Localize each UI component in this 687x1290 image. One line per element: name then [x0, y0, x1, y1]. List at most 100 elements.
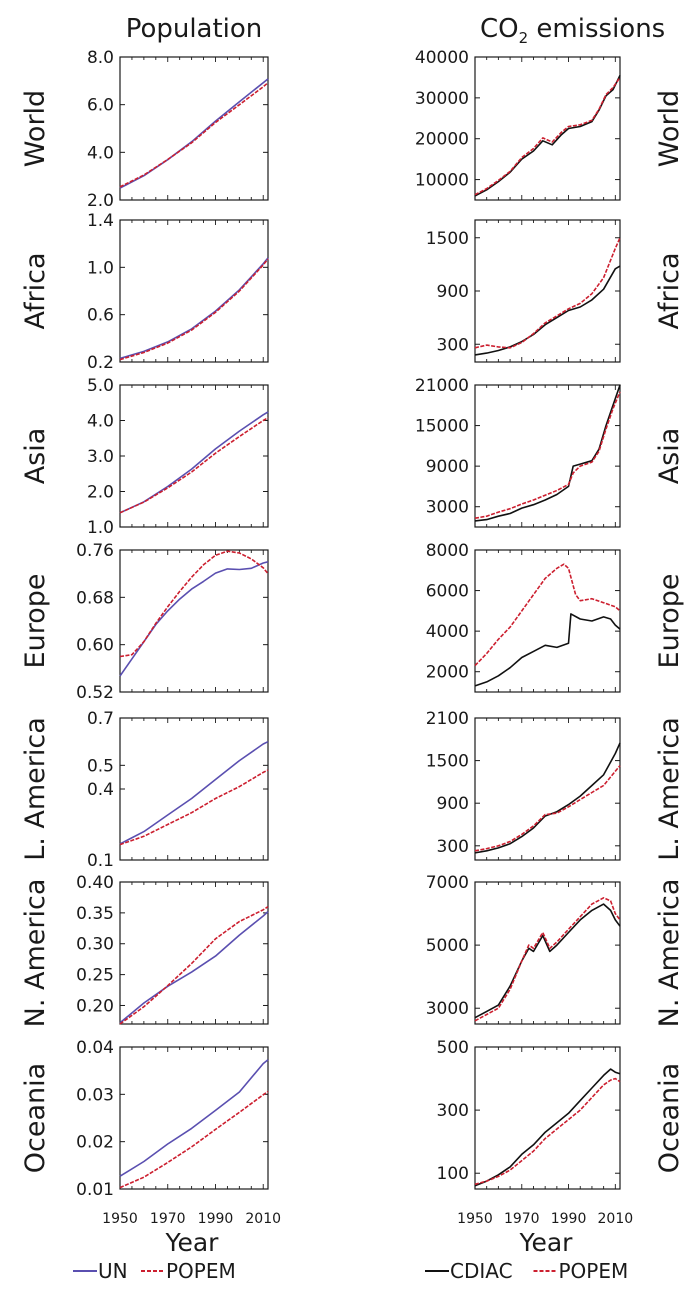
panel-africa-population: 0.2 0.6 1.0 1.4 Africa [20, 211, 269, 373]
y-tick-label: 1.0 [87, 518, 114, 538]
region-label-left: Africa [20, 252, 51, 329]
y-tick-label: 1.4 [87, 211, 114, 231]
panel-n-america-co2: 3000 5000 7000 N. America [426, 873, 685, 1027]
region-label-right: N. America [654, 879, 685, 1028]
series-line-popem [474, 563, 621, 667]
region-label-right: Oceania [654, 1063, 685, 1173]
y-tick-label: 0.01 [76, 1180, 114, 1200]
series-line-cdiac [474, 1068, 621, 1187]
y-tick-label: 0.35 [76, 904, 114, 924]
panel-frame [119, 56, 269, 201]
y-tick-label: 0.2 [87, 353, 114, 373]
y-tick-label: 1500 [426, 752, 469, 772]
panel-europe-population: 0.52 0.60 0.68 0.76 Europe [20, 541, 269, 703]
y-tick-label: 0.25 [76, 966, 114, 986]
y-tick-label: 15000 [415, 417, 469, 437]
y-tick-label: 7000 [426, 873, 469, 893]
y-tick-label: 4000 [426, 622, 469, 642]
x-tick-label: 2010 [245, 1211, 281, 1227]
y-tick-label: 0.20 [76, 996, 114, 1016]
y-tick-label: 3000 [426, 999, 469, 1019]
series-line-cdiac [474, 384, 621, 522]
panel-frame [119, 219, 269, 363]
y-tick-label: 0.1 [87, 851, 114, 871]
series-line-un [119, 911, 269, 1024]
panel-europe-co2: 2000 4000 6000 8000 Europe [426, 541, 685, 693]
co2-title-rest: emissions [528, 14, 665, 44]
panel-africa-co2: 300 900 1500 Africa [426, 219, 685, 363]
y-tick-label: 0.40 [76, 873, 114, 893]
series-line-popem [119, 550, 269, 658]
x-axis-title-population: Year [165, 1228, 220, 1257]
y-tick-label: 0.4 [87, 780, 114, 800]
y-tick-label: 1500 [426, 229, 469, 249]
y-tick-label: 9000 [426, 457, 469, 477]
y-tick-label: 0.76 [76, 541, 114, 561]
series-line-popem [119, 258, 269, 361]
panel-l-america-population: 0.1 0.4 0.5 0.7 L. America [20, 709, 269, 871]
y-tick-label: 500 [437, 1038, 469, 1058]
panel-n-america-population: 0.20 0.25 0.30 0.35 0.40 N. America [20, 873, 269, 1028]
region-label-left: N. America [20, 879, 51, 1028]
y-tick-label: 1.0 [87, 258, 114, 278]
y-tick-label: 0.7 [87, 709, 114, 729]
series-line-un [119, 561, 269, 677]
x-tick-label: 1990 [551, 1211, 587, 1227]
region-label-left: Oceania [20, 1063, 51, 1173]
y-tick-label: 0.6 [87, 306, 114, 326]
y-tick-label: 0.52 [76, 683, 114, 703]
y-tick-label: 0.30 [76, 935, 114, 955]
y-tick-label: 3.0 [87, 447, 114, 467]
y-tick-label: 8.0 [87, 48, 114, 68]
legend-label-popem: POPEM [166, 1259, 236, 1283]
panel-oceania-co2: 100 300 500 Oceania 1950 1970 1990 2010 [437, 1038, 685, 1227]
y-tick-label: 2.0 [87, 483, 114, 503]
series-line-popem [474, 76, 621, 196]
series-line-un [119, 257, 269, 360]
y-tick-label: 5000 [426, 936, 469, 956]
legend-label-cdiac: CDIAC [450, 1259, 513, 1283]
series-line-un [119, 1059, 269, 1177]
series-line-cdiac [474, 742, 621, 854]
series-line-popem [474, 765, 621, 852]
panel-frame [474, 1046, 621, 1190]
panel-frame [474, 219, 621, 363]
panel-world-population: 2.0 4.0 6.0 8.0 World [20, 48, 269, 211]
region-label-left: World [20, 90, 51, 167]
legend-population: UN POPEM [73, 1259, 236, 1283]
legend-label-un: UN [98, 1259, 128, 1283]
series-line-un [119, 78, 269, 189]
series-line-popem [474, 391, 621, 519]
y-tick-label: 0.68 [76, 588, 114, 608]
region-label-left: Asia [20, 428, 51, 485]
y-tick-label: 300 [437, 837, 469, 857]
series-line-popem [119, 906, 269, 1025]
series-line-un [119, 740, 269, 845]
panel-asia-co2: 3000 9000 15000 21000 Asia [415, 376, 685, 528]
panel-frame [474, 56, 621, 201]
x-tick-label: 1950 [102, 1211, 138, 1227]
series-line-popem [119, 417, 269, 514]
legends: UN POPEM CDIAC POPEM [73, 1259, 628, 1283]
panel-asia-population: 1.0 2.0 3.0 4.0 5.0 Asia [20, 376, 269, 538]
y-tick-label: 0.04 [76, 1038, 114, 1058]
panel-frame [474, 549, 621, 693]
panel-frame [474, 384, 621, 528]
y-tick-label: 6.0 [87, 96, 114, 116]
x-axis-title-co2: Year [519, 1228, 574, 1257]
x-tick-label: 1970 [150, 1211, 186, 1227]
series-line-cdiac [474, 613, 621, 687]
x-tick-label: 2010 [598, 1211, 634, 1227]
y-tick-label: 300 [437, 335, 469, 355]
x-axis-labels: Year Year [165, 1228, 574, 1257]
y-tick-label: 0.60 [76, 636, 114, 656]
y-tick-label: 300 [437, 1101, 469, 1121]
series-line-popem [119, 82, 269, 188]
y-tick-label: 21000 [415, 376, 469, 396]
x-tick-label: 1990 [198, 1211, 234, 1227]
y-tick-label: 5.0 [87, 376, 114, 396]
y-tick-label: 40000 [415, 48, 469, 68]
panel-frame [119, 717, 269, 861]
y-tick-label: 100 [437, 1164, 469, 1184]
